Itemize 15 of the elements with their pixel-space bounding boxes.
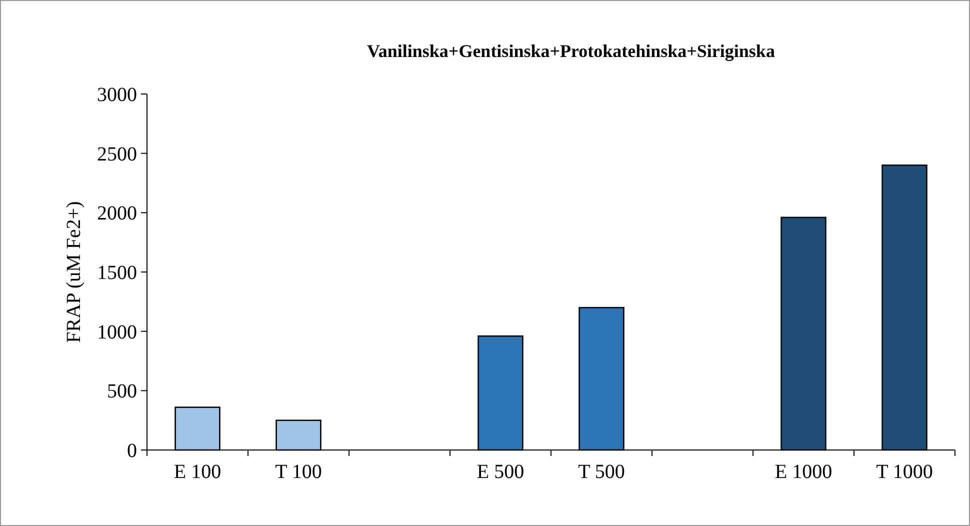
y-axis-title: FRAP (uM Fe2+) bbox=[63, 201, 85, 343]
y-tick-label: 1000 bbox=[97, 321, 137, 344]
x-tick-label: E 100 bbox=[174, 461, 222, 483]
x-tick-label: E 1000 bbox=[774, 461, 832, 483]
x-tick-label: T 500 bbox=[578, 461, 625, 483]
x-tick-label: T 100 bbox=[275, 461, 322, 483]
chart-title: Vanilinska+Gentisinska+Protokatehinska+Siriginska bbox=[367, 41, 775, 61]
x-tick-label: T 1000 bbox=[876, 461, 933, 483]
y-tick-label: 0 bbox=[127, 440, 137, 462]
y-tick-label: 2000 bbox=[97, 202, 137, 225]
y-tick-label: 2500 bbox=[97, 143, 137, 166]
y-tick-label: 3000 bbox=[97, 84, 137, 106]
y-tick-label: 500 bbox=[107, 380, 137, 403]
x-tick-label: E 500 bbox=[476, 461, 524, 483]
y-tick-label: 1500 bbox=[97, 262, 137, 284]
